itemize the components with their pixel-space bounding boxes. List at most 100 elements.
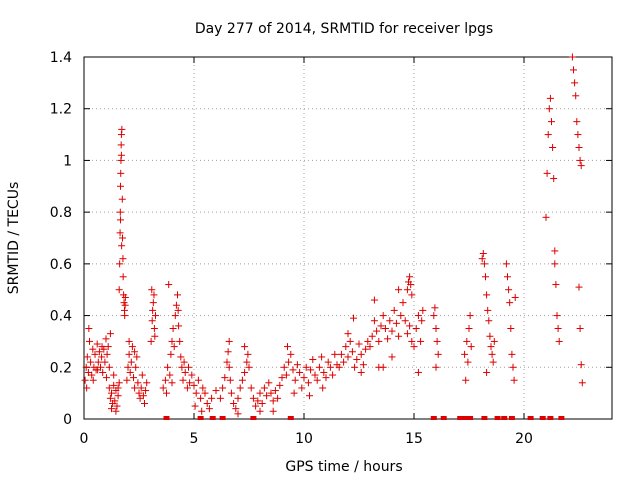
data-point	[293, 361, 301, 369]
data-point	[263, 392, 271, 400]
zero-data-point	[501, 416, 508, 420]
data-point	[208, 394, 216, 402]
data-point	[103, 350, 111, 358]
y-tick-label: 0.4	[50, 309, 72, 325]
data-point	[274, 394, 282, 402]
data-point	[108, 389, 115, 397]
data-point	[241, 343, 249, 351]
data-point	[368, 332, 376, 340]
zero-data-point	[558, 416, 565, 420]
zero-data-point	[527, 416, 534, 420]
data-point	[150, 325, 158, 332]
data-point	[249, 394, 257, 402]
data-point	[577, 162, 585, 170]
data-point	[159, 384, 167, 392]
x-tick-label: 5	[190, 431, 199, 447]
data-point	[113, 402, 121, 410]
data-point	[87, 358, 95, 366]
data-point	[318, 353, 326, 361]
zero-data-point	[430, 416, 437, 420]
data-point	[83, 353, 91, 361]
data-point	[506, 299, 514, 307]
data-point	[238, 376, 246, 384]
data-point	[350, 314, 357, 322]
data-point	[188, 371, 196, 379]
data-point	[143, 379, 151, 387]
data-point	[346, 337, 354, 345]
data-point	[395, 332, 403, 340]
data-point	[201, 389, 209, 397]
data-point	[370, 296, 378, 304]
data-point	[121, 293, 129, 301]
data-point	[418, 317, 426, 325]
data-point	[186, 379, 194, 387]
y-tick-label: 0.6	[50, 257, 72, 273]
data-point	[483, 368, 491, 376]
data-point	[135, 389, 143, 397]
data-point	[384, 335, 392, 343]
data-point	[479, 250, 487, 258]
data-point	[379, 312, 387, 320]
data-point	[406, 322, 414, 330]
data-point	[342, 343, 350, 351]
data-point	[300, 374, 308, 382]
data-point	[131, 384, 139, 392]
y-tick-label: 1.2	[50, 102, 72, 118]
data-point	[227, 389, 235, 397]
data-point	[370, 317, 378, 325]
data-point	[164, 363, 172, 371]
zero-data-point	[219, 416, 226, 420]
data-point	[177, 353, 185, 361]
data-point	[198, 407, 206, 415]
data-point	[190, 381, 198, 389]
data-point	[121, 312, 129, 320]
data-point	[256, 407, 264, 415]
data-point	[94, 358, 102, 366]
data-point	[353, 356, 361, 364]
data-point	[98, 353, 106, 361]
data-point	[131, 348, 139, 356]
data-point	[386, 317, 394, 325]
data-point	[488, 350, 496, 358]
data-point	[574, 131, 582, 139]
data-point	[106, 394, 114, 402]
data-point	[139, 392, 147, 400]
data-point	[165, 281, 173, 289]
data-point	[555, 337, 563, 345]
data-point	[432, 363, 440, 371]
data-point	[91, 350, 99, 358]
zero-data-point	[508, 416, 515, 420]
data-point	[125, 337, 133, 345]
zero-data-point	[197, 416, 204, 420]
data-point	[245, 363, 253, 371]
data-points	[81, 53, 586, 420]
data-point	[181, 368, 189, 376]
data-point	[110, 381, 118, 389]
data-point	[462, 376, 470, 384]
data-point	[403, 286, 411, 294]
data-point	[133, 353, 141, 361]
data-point	[166, 371, 174, 379]
x-axis-label: GPS time / hours	[285, 459, 402, 475]
x-tick-label: 20	[515, 431, 533, 447]
x-tick-label: 10	[295, 431, 313, 447]
data-point	[161, 376, 169, 384]
data-point	[95, 348, 103, 356]
y-tick-label: 0.8	[50, 205, 72, 221]
x-tick-label: 15	[405, 431, 423, 447]
y-tick-label: 1.4	[50, 50, 72, 66]
data-point	[381, 325, 389, 332]
data-point	[401, 317, 409, 325]
data-point	[480, 260, 488, 268]
data-point	[98, 343, 106, 351]
data-point	[271, 387, 279, 395]
data-point	[466, 312, 474, 320]
data-point	[89, 376, 97, 384]
data-point	[432, 325, 440, 332]
data-point	[505, 286, 513, 294]
data-point	[88, 371, 96, 379]
data-point	[433, 337, 441, 345]
data-point	[311, 371, 319, 379]
y-tick-label: 0.2	[50, 360, 72, 376]
